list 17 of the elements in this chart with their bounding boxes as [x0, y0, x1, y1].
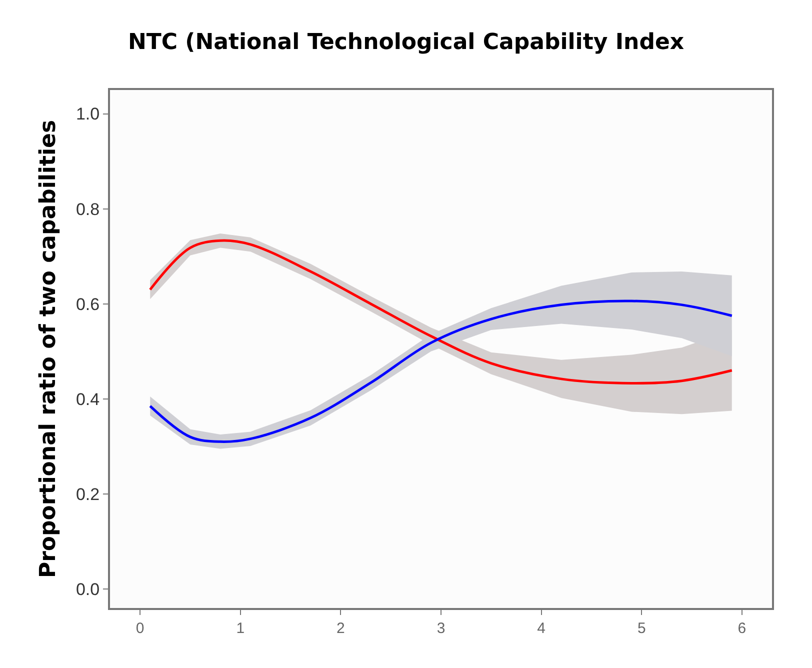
x-tick-label: 2: [336, 620, 345, 637]
y-tick-label: 0.0: [76, 580, 100, 599]
y-tick-label: 0.8: [76, 200, 100, 219]
y-tick-label: 1.0: [76, 104, 100, 124]
x-tick-label: 5: [637, 620, 646, 637]
x-tick-label: 0: [136, 620, 144, 637]
x-tick-label: 1: [236, 620, 245, 637]
line-series: [148, 300, 734, 443]
x-tick-label: 4: [537, 620, 546, 637]
y-axis-title: Proportional ratio of two capabilities: [36, 120, 61, 578]
line-series: [148, 239, 734, 384]
y-tick-label: 0.4: [76, 390, 100, 409]
y-tick-label: 0.2: [76, 484, 100, 504]
chart-title: NTC (National Technological Capability Index: [128, 30, 684, 55]
x-tick-label: 3: [436, 620, 446, 637]
y-tick-label: 0.6: [76, 294, 100, 314]
x-tick-label: 6: [738, 620, 746, 637]
